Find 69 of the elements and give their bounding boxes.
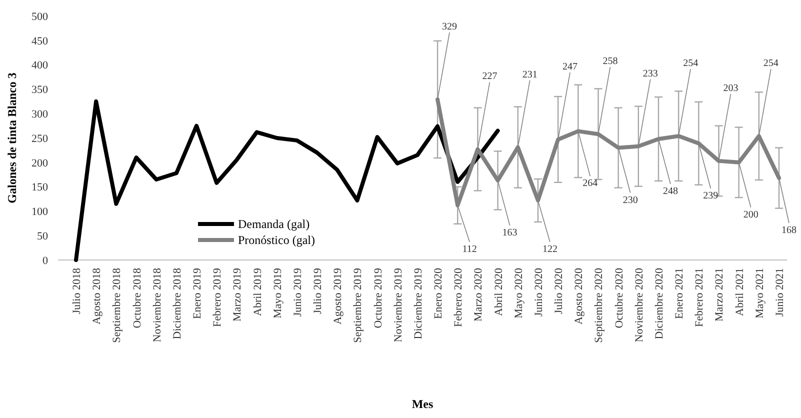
x-tick-label: Febrero 2021: [694, 268, 706, 327]
x-tick-label: Marzo 2021: [714, 268, 726, 322]
data-label: 254: [683, 58, 698, 70]
data-label: 227: [482, 71, 498, 82]
x-tick-label: Abril 2020: [492, 268, 505, 316]
x-tick-label: Marzo 2019: [232, 268, 244, 322]
y-tick-label: 300: [32, 108, 48, 120]
legend-label: Pronóstico (gal): [238, 233, 315, 248]
y-tick-label: 200: [32, 157, 48, 170]
x-tick-label: Marzo 2020: [472, 268, 485, 322]
x-tick-label: Diciembre 2020: [653, 268, 666, 340]
data-label: 247: [562, 61, 578, 72]
y-tick-label: 50: [37, 230, 48, 242]
data-label: 203: [723, 82, 738, 94]
x-tick-label: Septiembre 2019: [352, 268, 364, 343]
x-tick-label: Julio 2018: [71, 268, 83, 314]
x-tick-label: Diciembre 2019: [412, 268, 424, 340]
x-tick-label: Octubre 2019: [372, 268, 384, 328]
x-tick-label: Noviembre 2020: [633, 268, 646, 342]
x-axis-title: Mes: [412, 397, 434, 411]
x-tick-label: Abril 2019: [252, 268, 264, 316]
x-tick-label: Agosto 2019: [332, 268, 344, 325]
x-tick-label: Febrero 2019: [212, 268, 224, 327]
x-tick-label: Mayo 2020: [512, 268, 525, 318]
x-tick-label: Julio 2020: [553, 268, 566, 314]
x-tick-label: Enero 2021: [674, 268, 686, 320]
data-label: 112: [462, 244, 477, 255]
y-tick-label: 400: [32, 60, 48, 72]
x-tick-label: Junio 2020: [532, 268, 545, 317]
x-tick-label: Junio 2021: [774, 268, 786, 317]
x-tick-label: Mayo 2021: [754, 268, 766, 318]
x-tick-label: Agosto 2020: [573, 268, 586, 325]
data-label: 258: [602, 56, 618, 68]
data-label: 239: [703, 190, 718, 202]
x-tick-label: Abril 2021: [734, 268, 746, 316]
data-label: 163: [502, 227, 518, 238]
data-label: 248: [662, 186, 678, 197]
data-label: 122: [542, 244, 558, 255]
y-axis-title: Galones de tinta Blanco 3: [5, 72, 19, 204]
y-tick-label: 100: [32, 206, 48, 218]
x-tick-label: Noviembre 2019: [392, 268, 404, 342]
y-tick-label: 450: [32, 35, 48, 48]
data-label: 329: [442, 21, 458, 32]
x-tick-label: Septiembre 2020: [593, 268, 606, 343]
x-tick-label: Septiembre 2018: [111, 268, 124, 343]
y-tick-label: 150: [32, 182, 48, 194]
data-label: 233: [642, 68, 658, 80]
x-tick-label: Mayo 2019: [272, 268, 284, 318]
x-tick-label: Noviembre 2018: [151, 268, 164, 342]
y-tick-label: 0: [42, 254, 48, 267]
y-tick-label: 500: [32, 10, 48, 23]
y-tick-label: 350: [32, 84, 48, 96]
data-label: 264: [582, 178, 598, 190]
x-tick-label: Febrero 2020: [452, 268, 465, 327]
x-tick-label: Octubre 2018: [131, 268, 144, 328]
data-label: 254: [763, 58, 778, 70]
x-tick-label: Agosto 2018: [91, 268, 104, 325]
x-tick-label: Julio 2019: [312, 268, 324, 314]
data-label: 231: [522, 69, 538, 80]
x-tick-label: Octubre 2020: [613, 268, 626, 328]
y-tick-label: 250: [32, 132, 48, 145]
legend-label: Demanda (gal): [238, 217, 310, 232]
data-label: 168: [782, 225, 796, 236]
data-label: 200: [743, 209, 758, 220]
data-label: 230: [622, 194, 638, 206]
x-tick-label: Enero 2020: [432, 268, 445, 320]
x-tick-label: Enero 2019: [192, 268, 204, 320]
x-tick-label: Junio 2019: [292, 268, 304, 317]
x-tick-label: Diciembre 2018: [171, 268, 184, 340]
